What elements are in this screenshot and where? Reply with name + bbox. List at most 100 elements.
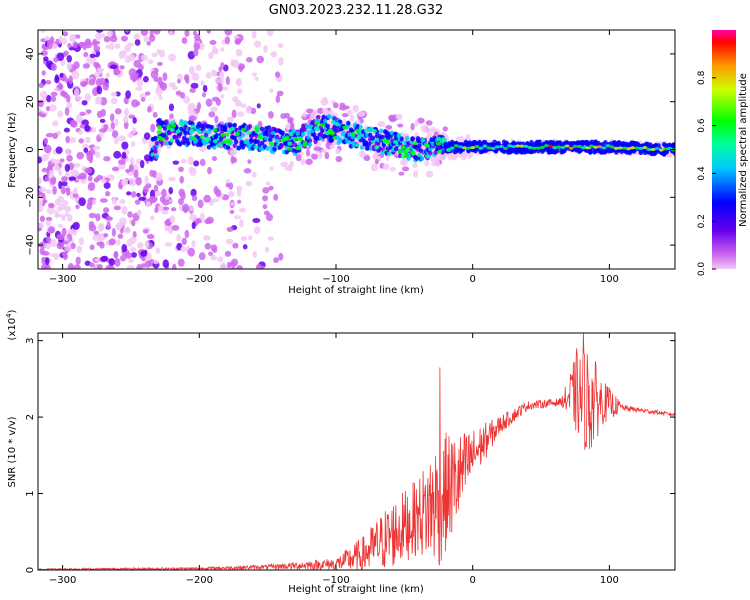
heat-cell	[121, 141, 129, 150]
heat-cell	[45, 106, 51, 112]
heat-cell	[132, 117, 137, 124]
heat-cell	[262, 195, 269, 202]
heat-cell	[219, 71, 225, 81]
heat-cell	[339, 105, 347, 111]
heat-cell	[182, 203, 190, 213]
heat-cell	[236, 188, 242, 197]
heat-cell	[412, 162, 418, 169]
heat-cell	[129, 157, 135, 166]
heat-cell	[289, 160, 295, 168]
heat-cell	[50, 95, 57, 102]
heat-cell	[39, 247, 45, 255]
heat-cell	[585, 146, 591, 150]
heat-cell	[231, 59, 240, 68]
heat-cell	[580, 146, 586, 150]
heat-cell	[76, 151, 85, 160]
heat-cell	[134, 199, 141, 205]
heat-cell	[135, 86, 143, 91]
heat-cell	[66, 62, 72, 71]
heat-cell	[206, 216, 214, 224]
heat-cell	[576, 144, 582, 149]
heat-cell	[234, 132, 240, 137]
heat-cell	[168, 53, 177, 62]
heat-cell	[69, 34, 77, 43]
heat-cell	[320, 128, 325, 134]
heat-cell	[157, 135, 163, 140]
heat-cell	[209, 39, 217, 46]
heat-cell	[266, 30, 274, 37]
heat-cell	[164, 219, 171, 226]
heat-cell	[217, 142, 223, 147]
heat-cell	[71, 120, 78, 128]
heat-cell	[166, 125, 172, 130]
heat-cell	[220, 47, 225, 52]
heat-cell	[169, 127, 175, 132]
heat-cell	[38, 99, 44, 108]
heat-cell	[46, 206, 55, 215]
heat-cell	[61, 31, 69, 37]
heat-cell	[153, 184, 159, 192]
heat-cell	[157, 76, 163, 86]
snr-series-line	[38, 333, 675, 570]
heat-cell	[135, 176, 142, 186]
spectrogram-x-label: Height of straight line (km)	[288, 285, 424, 296]
heat-cell	[605, 144, 611, 148]
heat-cell	[280, 161, 289, 168]
heat-cell	[106, 30, 114, 37]
heat-cell	[95, 30, 104, 33]
heat-cell	[64, 106, 70, 116]
heat-cell	[188, 109, 196, 118]
heat-cell	[113, 205, 122, 211]
y-tick-label: 40	[25, 48, 36, 61]
heat-cell	[48, 202, 55, 209]
heat-cell	[213, 70, 218, 77]
heat-cell	[556, 145, 562, 149]
y-tick-label: −20	[25, 187, 36, 208]
heat-cell	[203, 194, 212, 203]
heat-cell	[110, 121, 115, 131]
heat-cell	[86, 202, 93, 210]
heat-cell	[249, 137, 254, 143]
heat-cell	[180, 92, 186, 99]
heat-cell	[83, 147, 89, 153]
heat-cell	[385, 124, 393, 130]
heat-cell	[73, 61, 80, 70]
snr-x-ticks: −300 −200 −100 0 100	[49, 333, 619, 586]
heat-cell	[130, 141, 136, 147]
heat-cell	[324, 131, 330, 136]
heat-cell	[474, 144, 480, 149]
heat-cell	[55, 213, 62, 218]
heat-cell	[140, 30, 149, 36]
heat-cell	[48, 169, 55, 179]
heat-cell	[395, 113, 403, 121]
heat-cell	[95, 32, 102, 41]
heat-cell	[257, 135, 263, 140]
heat-cell	[129, 236, 137, 244]
heat-cell	[153, 30, 161, 35]
heat-cell	[116, 223, 122, 231]
heat-cell	[332, 102, 339, 109]
heat-cell	[89, 56, 96, 65]
heat-cell	[401, 158, 407, 166]
heat-cell	[548, 144, 554, 148]
heat-cell	[313, 146, 322, 152]
heat-cell	[214, 77, 220, 84]
heat-cell	[66, 54, 73, 63]
heat-cell	[109, 35, 118, 43]
heat-cell	[280, 130, 285, 136]
heat-cell	[335, 148, 341, 155]
heat-cell	[84, 124, 91, 132]
heat-cell	[88, 154, 93, 164]
heat-cell	[125, 90, 132, 99]
heat-cell	[272, 146, 277, 152]
y-tick-label: 0	[25, 567, 36, 573]
heat-cell	[56, 241, 65, 250]
heat-cell	[397, 123, 404, 128]
heat-cell	[381, 138, 387, 143]
heat-cell	[346, 109, 353, 116]
heat-cell	[229, 209, 235, 214]
heat-cell	[291, 128, 296, 134]
heat-cell	[161, 188, 167, 198]
heat-cell	[270, 51, 278, 58]
spectrogram-y-ticks: −40 −20 0 20 40	[25, 48, 675, 256]
